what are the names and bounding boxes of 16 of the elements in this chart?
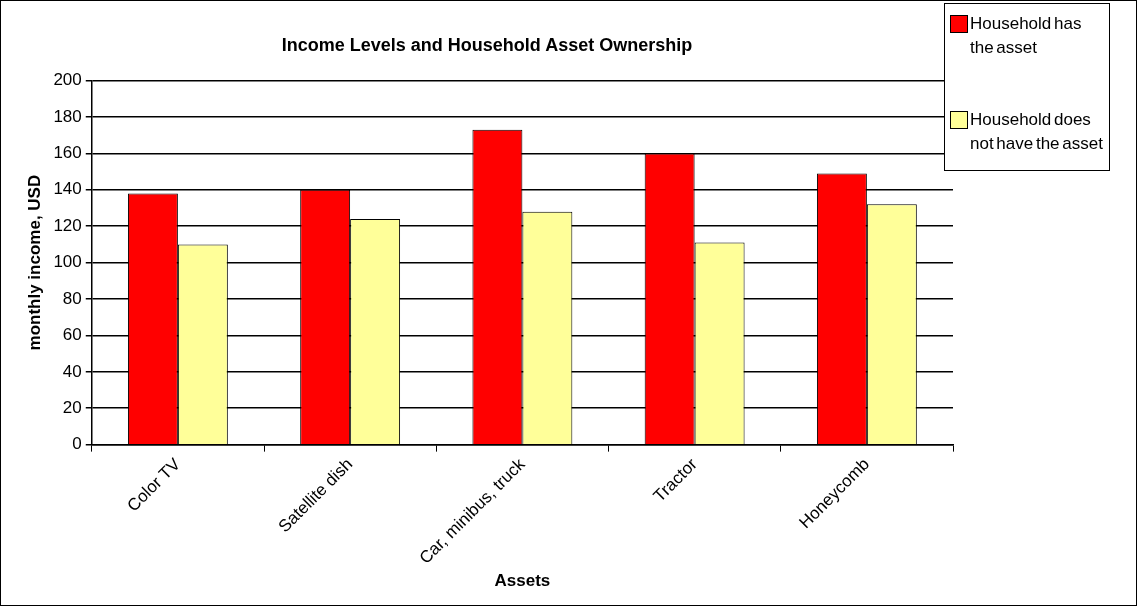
legend-label: Household does not have the asset xyxy=(970,109,1103,155)
chart-title: Income Levels and Household Asset Ownership xyxy=(281,34,693,55)
y-tick-label: 160 xyxy=(53,143,82,163)
y-tick-label: 140 xyxy=(53,179,82,199)
y-tick-label: 40 xyxy=(62,361,82,381)
y-tick-label: 20 xyxy=(62,397,82,417)
y-tick-label: 60 xyxy=(62,325,82,345)
x-axis-title: Assets xyxy=(494,571,551,591)
y-tick-label: 100 xyxy=(53,252,82,272)
legend-label: Household has the asset xyxy=(970,13,1083,59)
y-axis-title: monthly income, USD xyxy=(24,174,44,351)
y-tick-label: 180 xyxy=(53,106,82,126)
y-tick-label: 80 xyxy=(62,288,82,308)
y-tick-label: 200 xyxy=(53,70,82,90)
y-tick-label: 0 xyxy=(72,434,82,454)
y-tick-label: 120 xyxy=(53,215,82,235)
